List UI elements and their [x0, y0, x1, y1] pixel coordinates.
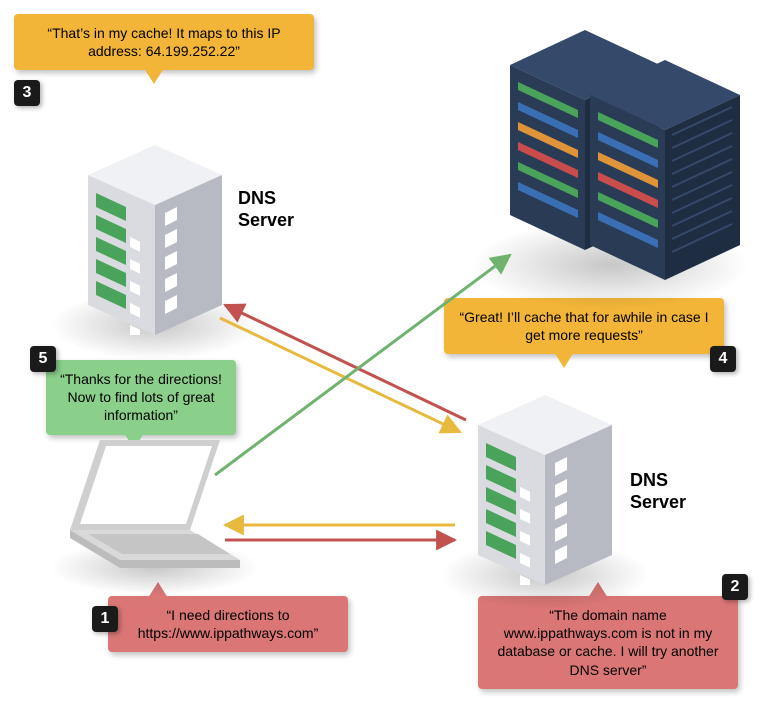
step-badge-2: 2	[722, 574, 748, 600]
dns-server-1-label: DNS Server	[238, 188, 294, 231]
dns-server-1	[70, 135, 240, 340]
diagram-stage: DNS Server DNS Server “That’s in my cach…	[0, 0, 783, 710]
dns-server-2	[460, 385, 630, 590]
step-badge-4: 4	[710, 346, 736, 372]
step-badge-1: 1	[92, 606, 118, 632]
laptop	[40, 430, 250, 595]
big-server-cluster	[470, 10, 760, 285]
dns-server-2-label: DNS Server	[630, 470, 686, 513]
step-badge-5: 5	[30, 346, 56, 372]
step-badge-3: 3	[14, 80, 40, 106]
